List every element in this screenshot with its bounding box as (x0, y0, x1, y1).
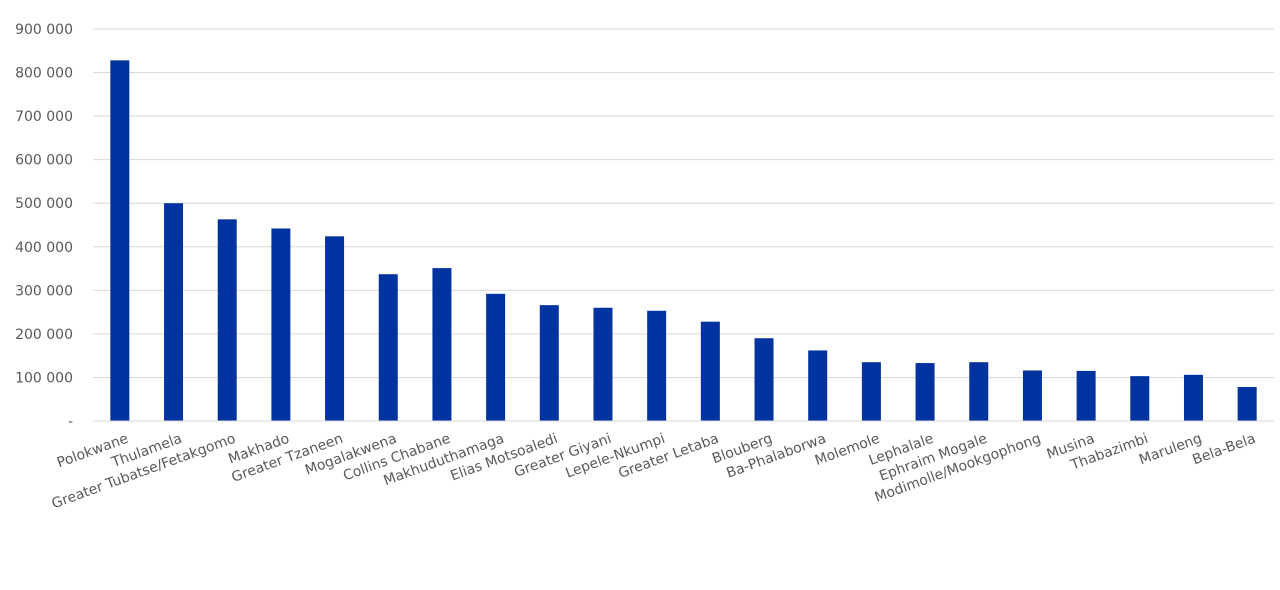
bar-1 (164, 203, 184, 421)
bar-4 (325, 236, 345, 421)
bar-6 (432, 268, 452, 421)
bar-9 (593, 307, 613, 421)
bar-5 (378, 274, 398, 421)
y-tick-label: 600 000 (15, 153, 73, 169)
y-tick-label: 700 000 (15, 109, 73, 125)
y-axis-ticks: - 100 000 200 000 300 000 400 000 500 000 600 … (15, 22, 73, 430)
bar-18 (1076, 370, 1096, 421)
bars (110, 60, 1257, 422)
bar-7 (486, 293, 506, 421)
y-tick-label: 100 000 (15, 370, 73, 386)
bar-21 (1237, 387, 1257, 421)
bar-13 (808, 350, 828, 421)
bar-17 (1022, 370, 1042, 421)
y-tick-label: 400 000 (15, 240, 73, 256)
bar-8 (539, 305, 559, 421)
bar-3 (271, 228, 291, 421)
gridlines (93, 28, 1274, 378)
bar-16 (969, 362, 989, 421)
bar-2 (217, 219, 237, 421)
y-tick-label: 300 000 (15, 283, 73, 299)
bar-20 (1183, 374, 1203, 421)
bar-10 (647, 310, 667, 421)
y-tick-label: 800 000 (15, 66, 73, 82)
bar-19 (1130, 376, 1150, 421)
y-tick-label: - (68, 414, 73, 430)
y-tick-label: 500 000 (15, 196, 73, 212)
bar-15 (915, 363, 935, 421)
bar-0 (110, 60, 130, 422)
y-tick-label: 900 000 (15, 22, 73, 38)
bar-11 (700, 321, 720, 421)
bar-14 (861, 362, 881, 421)
y-tick-label: 200 000 (15, 327, 73, 343)
bar-12 (754, 338, 774, 421)
